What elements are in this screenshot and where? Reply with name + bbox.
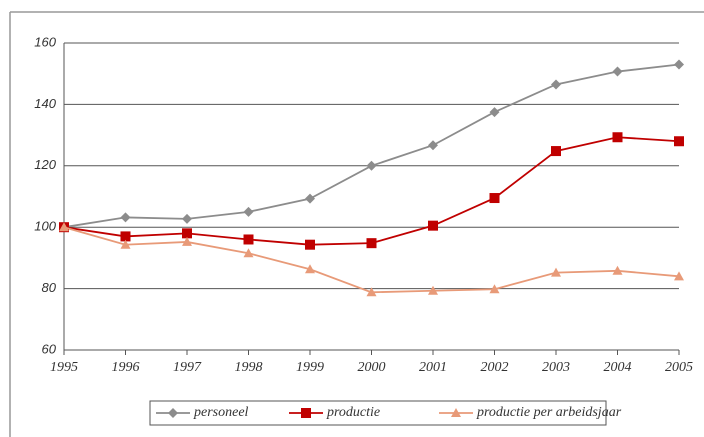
marker: [612, 66, 623, 77]
series-line: [63, 63, 680, 229]
x-tick-label: 2002: [481, 360, 509, 375]
marker: [305, 264, 315, 274]
marker: [305, 239, 315, 250]
x-tick-label: 1996: [112, 360, 140, 375]
x-tick-label: 2003: [542, 360, 570, 375]
x-tick-label: 2000: [358, 360, 386, 375]
marker: [120, 212, 131, 223]
marker: [120, 231, 131, 242]
x-tick-label: 2001: [419, 360, 447, 375]
marker: [182, 213, 192, 224]
legend-marker: [168, 408, 178, 418]
x-tick-label: 2004: [604, 360, 632, 375]
y-tick-label: 80: [42, 280, 57, 295]
x-tick-label: 1997: [173, 360, 202, 375]
x-tick-label: 1998: [235, 360, 263, 375]
legend-marker: [301, 408, 311, 418]
marker: [551, 267, 561, 277]
legend-label: productie per arbeidsjaar: [476, 405, 622, 420]
legend-label: personeel: [193, 405, 249, 420]
x-tick-label: 1995: [50, 360, 78, 375]
marker: [243, 248, 254, 258]
series-line: [63, 136, 680, 246]
marker: [674, 136, 684, 147]
legend-marker: [451, 408, 461, 417]
marker: [551, 79, 561, 90]
marker: [366, 160, 377, 171]
marker: [428, 140, 438, 151]
legend-label: productie: [326, 405, 380, 420]
marker: [120, 239, 131, 249]
y-tick-label: 140: [34, 96, 56, 111]
marker: [551, 146, 561, 157]
marker: [366, 238, 377, 249]
marker: [366, 287, 377, 297]
marker: [489, 284, 500, 294]
marker: [674, 271, 684, 281]
y-tick-label: 120: [34, 157, 56, 172]
marker: [305, 193, 315, 204]
series-line: [63, 226, 680, 294]
marker: [59, 222, 69, 232]
marker: [674, 59, 684, 70]
marker: [243, 206, 254, 217]
marker: [612, 132, 623, 143]
y-tick-label: 60: [42, 341, 57, 356]
x-tick-label: 2005: [665, 360, 693, 375]
marker: [489, 107, 500, 118]
marker: [428, 220, 438, 231]
marker: [182, 236, 192, 246]
x-tick-label: 1999: [296, 360, 324, 375]
marker: [612, 265, 623, 275]
marker: [428, 285, 438, 295]
marker: [182, 228, 192, 239]
marker: [243, 234, 254, 245]
y-tick-label: 100: [34, 219, 56, 234]
legend-box: [149, 400, 607, 426]
y-tick-label: 160: [34, 34, 56, 49]
marker: [489, 193, 500, 204]
